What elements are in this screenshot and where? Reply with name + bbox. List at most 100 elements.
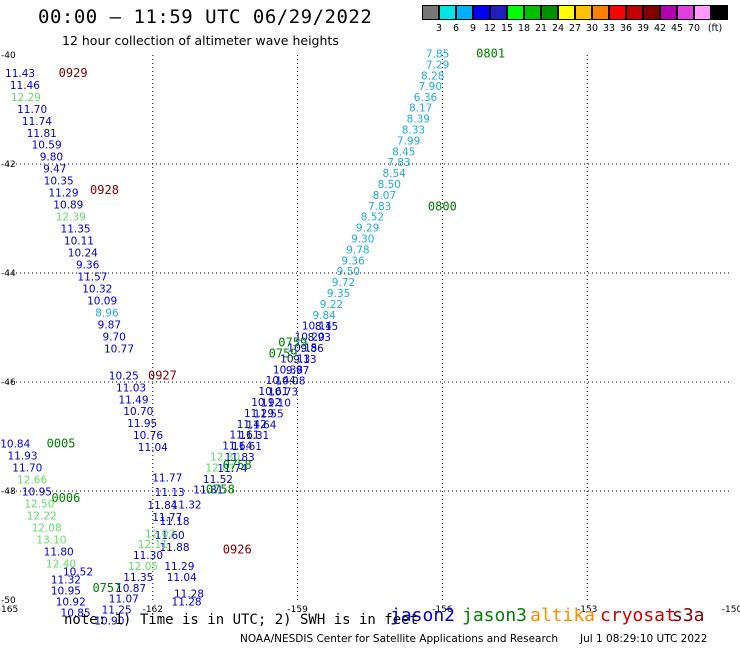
swh-value: 8.39: [407, 114, 430, 126]
swh-value: 7.83: [368, 201, 391, 213]
swh-value: 9.29: [356, 223, 379, 235]
swh-value: 11.30: [133, 550, 163, 562]
swh-value: 9.36: [76, 260, 100, 272]
map-title: 00:00 – 11:59 UTC 06/29/2022: [38, 6, 373, 28]
legend-tick-label: 33: [602, 23, 616, 34]
swh-value: 11.42: [237, 419, 267, 431]
swh-value: 9.86: [300, 343, 324, 355]
swh-value: 11.81: [27, 128, 57, 140]
swh-value: 11.28: [174, 588, 204, 600]
map-subtitle: 12 hour collection of altimeter wave hei…: [62, 33, 339, 48]
swh-value: 8.28: [421, 71, 444, 83]
swh-value: 7.29: [426, 60, 449, 72]
lat-label: -46: [1, 378, 16, 388]
time-label: 0759: [269, 346, 298, 360]
swh-value: 11.29: [244, 408, 274, 420]
swh-value: 10.14: [302, 321, 332, 333]
legend-swatch: [541, 5, 558, 20]
swh-value: 11.70: [17, 104, 47, 116]
legend-tick-label: 9: [469, 23, 477, 34]
legend-s3a: s3a: [672, 605, 705, 626]
swh-values: 11.4311.4612.2911.7011.7411.8110.599.809…: [0, 49, 449, 628]
legend-swatch: [626, 5, 643, 20]
legend-swatch: [507, 5, 524, 20]
swh-value: 11.74: [22, 116, 52, 128]
swh-value: 10.84: [0, 438, 30, 450]
swh-value: 10.13: [280, 353, 310, 365]
lat-label: -48: [1, 487, 16, 497]
swh-value: 8.96: [95, 308, 119, 320]
lat-label: -42: [1, 160, 16, 170]
swh-value: 10.09: [87, 296, 117, 308]
swh-value: 11.28: [172, 596, 202, 608]
swh-value: 9.35: [327, 288, 350, 300]
swh-value: 11.04: [167, 572, 197, 584]
legend-tick-label: 21: [534, 23, 548, 34]
swh-value: 11.25: [102, 605, 132, 617]
swh-value: 10.70: [123, 406, 153, 418]
swh-value: 10.77: [104, 344, 134, 356]
swh-value: 10.92: [251, 397, 281, 409]
swh-value: 11.46: [10, 80, 40, 92]
swh-value: 11.55: [254, 408, 284, 420]
swh-value: 10.85: [61, 607, 91, 619]
swh-value: 10.59: [32, 140, 62, 152]
swh-value: 10.90: [94, 616, 124, 628]
swh-value: 11.81: [193, 485, 223, 497]
time-label: 0926: [223, 543, 252, 557]
swh-value: 11.03: [116, 382, 146, 394]
swh-value: 8.45: [392, 146, 415, 158]
swh-value: 10.24: [68, 248, 98, 260]
swh-value: 10.61: [258, 386, 288, 398]
legend-tick-label: 18: [517, 23, 531, 34]
swh-value: 10.08: [275, 376, 305, 388]
lon-label: -162: [143, 605, 163, 615]
swh-value: 10.89: [53, 200, 83, 212]
legend-cryosat: cryosat: [600, 605, 676, 626]
swh-value: 7.90: [419, 81, 442, 93]
swh-value: 10.73: [268, 387, 298, 399]
swh-value: 11.83: [225, 452, 255, 464]
swh-value: 9.36: [341, 255, 365, 267]
legend-tick-label: 30: [585, 23, 599, 34]
time-label: 0757: [92, 581, 121, 595]
swh-value: 9.80: [40, 152, 63, 164]
legend-tick-label: 42: [653, 23, 667, 34]
legend-swatch: [643, 5, 660, 20]
swh-value: 11.49: [118, 394, 148, 406]
lon-label: -153: [577, 605, 597, 615]
swh-value: 12.11: [138, 539, 168, 551]
time-label: 0006: [51, 491, 80, 505]
legend-swatch: [439, 5, 456, 20]
lon-label: -159: [287, 605, 308, 615]
swh-value: 11.61: [232, 441, 262, 453]
swh-value: 9.70: [102, 332, 125, 344]
swh-value: 10.32: [82, 284, 112, 296]
swh-value: 11.35: [61, 224, 91, 236]
swh-value: 12.22: [27, 510, 57, 522]
legend-swatch: [660, 5, 677, 20]
swh-value: 10.95: [22, 486, 52, 498]
swh-value: 11.31: [239, 430, 269, 442]
swh-value: 9.78: [346, 244, 369, 256]
swh-value: 7.99: [397, 135, 420, 147]
swh-value: 11.04: [138, 442, 168, 454]
swh-value: 11.61: [229, 430, 259, 442]
swh-value: 12.66: [17, 474, 47, 486]
legend-swatch: [490, 5, 507, 20]
swh-value: 9.50: [337, 266, 360, 278]
swh-value: 11.18: [159, 516, 189, 528]
swh-value: 12.29: [11, 92, 41, 104]
swh-value: 10.11: [64, 236, 94, 248]
swh-value: 8.17: [409, 103, 432, 115]
swh-value: 11.13: [155, 487, 185, 499]
legend-swatch: [677, 5, 694, 20]
swh-value: 11.32: [51, 575, 81, 587]
lat-label: -40: [1, 51, 16, 61]
swh-value: 9.84: [312, 310, 336, 322]
swh-value: 8.33: [402, 124, 425, 136]
legend-swatch: [575, 5, 592, 20]
swh-value: 11.29: [164, 561, 194, 573]
